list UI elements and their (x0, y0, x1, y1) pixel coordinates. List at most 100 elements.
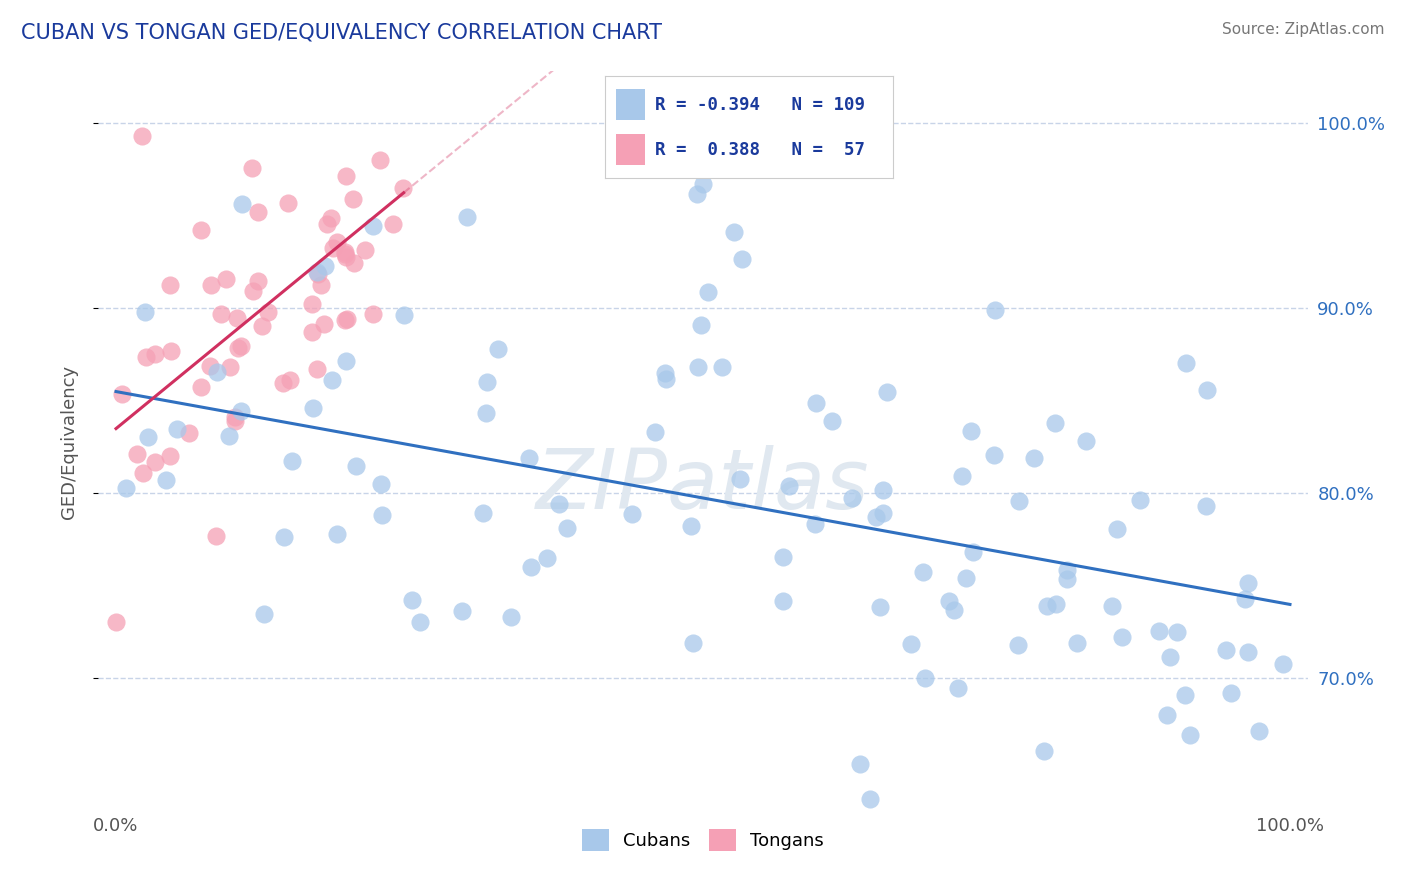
Point (361, 219, 384, 233)
Point (548, 497, 571, 511)
Point (229, 339, 252, 353)
Point (134, 304, 156, 318)
Point (1007, 494, 1029, 508)
Point (336, 311, 359, 326)
Point (277, 196, 299, 211)
Point (105, 615, 128, 629)
Point (900, 637, 922, 651)
Point (869, 599, 891, 614)
Point (127, 447, 149, 461)
Point (654, 366, 676, 380)
Point (849, 757, 872, 772)
Point (517, 451, 540, 466)
Point (731, 252, 754, 266)
Point (772, 594, 794, 608)
Point (1237, 576, 1260, 591)
Point (200, 277, 222, 292)
Point (1233, 591, 1256, 606)
Point (215, 272, 238, 286)
Point (948, 681, 970, 695)
Point (1033, 743, 1056, 757)
Point (136, 430, 159, 444)
Point (1247, 723, 1270, 738)
Point (354, 244, 377, 258)
Point (1197, 383, 1219, 397)
Point (1076, 434, 1098, 448)
Point (335, 251, 357, 265)
Text: CUBAN VS TONGAN GED/EQUIVALENCY CORRELATION CHART: CUBAN VS TONGAN GED/EQUIVALENCY CORRELAT… (21, 22, 662, 42)
Point (1174, 688, 1197, 702)
Point (314, 259, 336, 273)
Point (145, 347, 167, 361)
Point (686, 186, 709, 201)
Point (392, 308, 415, 322)
Point (644, 425, 666, 440)
Point (728, 472, 751, 486)
Point (312, 317, 335, 331)
Point (1035, 599, 1057, 614)
Point (983, 448, 1005, 462)
Point (1022, 450, 1045, 465)
Point (115, 481, 138, 495)
Y-axis label: GED/Equivalency: GED/Equivalency (59, 365, 77, 518)
Point (1101, 599, 1123, 613)
Point (371, 508, 394, 522)
Point (229, 403, 252, 417)
Point (486, 342, 509, 356)
Point (278, 373, 301, 387)
Point (257, 305, 280, 319)
Point (179, 425, 201, 440)
Point (1180, 728, 1202, 742)
Point (166, 422, 188, 436)
Point (499, 610, 522, 624)
Point (679, 519, 702, 533)
Point (143, 455, 166, 469)
Point (335, 354, 357, 368)
Point (477, 375, 499, 389)
Point (250, 318, 273, 333)
Point (131, 129, 153, 144)
Point (219, 360, 242, 375)
Point (132, 466, 155, 480)
Point (555, 521, 578, 535)
Point (335, 169, 357, 184)
Point (912, 565, 935, 579)
Point (472, 506, 495, 520)
Point (322, 241, 344, 255)
Point (865, 510, 887, 524)
Point (368, 153, 391, 168)
Point (224, 409, 246, 424)
Point (1166, 625, 1188, 640)
Point (159, 277, 181, 292)
Point (190, 380, 212, 394)
Bar (616, 89, 645, 120)
Point (155, 473, 177, 487)
Point (914, 671, 936, 685)
Point (344, 459, 367, 474)
Point (804, 516, 827, 531)
Point (335, 245, 357, 260)
Point (316, 217, 339, 231)
Point (1159, 649, 1181, 664)
Point (1105, 522, 1128, 536)
Point (984, 303, 1007, 318)
Point (841, 491, 863, 506)
Point (325, 527, 347, 541)
Point (872, 483, 894, 497)
Point (307, 267, 329, 281)
Point (159, 450, 181, 464)
Point (1056, 572, 1078, 586)
Point (692, 177, 714, 191)
Point (198, 359, 221, 373)
Point (690, 318, 713, 332)
Point (205, 529, 228, 543)
Point (943, 603, 966, 617)
Point (1237, 645, 1260, 659)
Point (621, 508, 644, 522)
Point (475, 406, 498, 420)
Point (686, 359, 709, 374)
Point (955, 571, 977, 585)
Point (281, 454, 304, 468)
Point (1043, 416, 1066, 430)
Point (226, 341, 249, 355)
